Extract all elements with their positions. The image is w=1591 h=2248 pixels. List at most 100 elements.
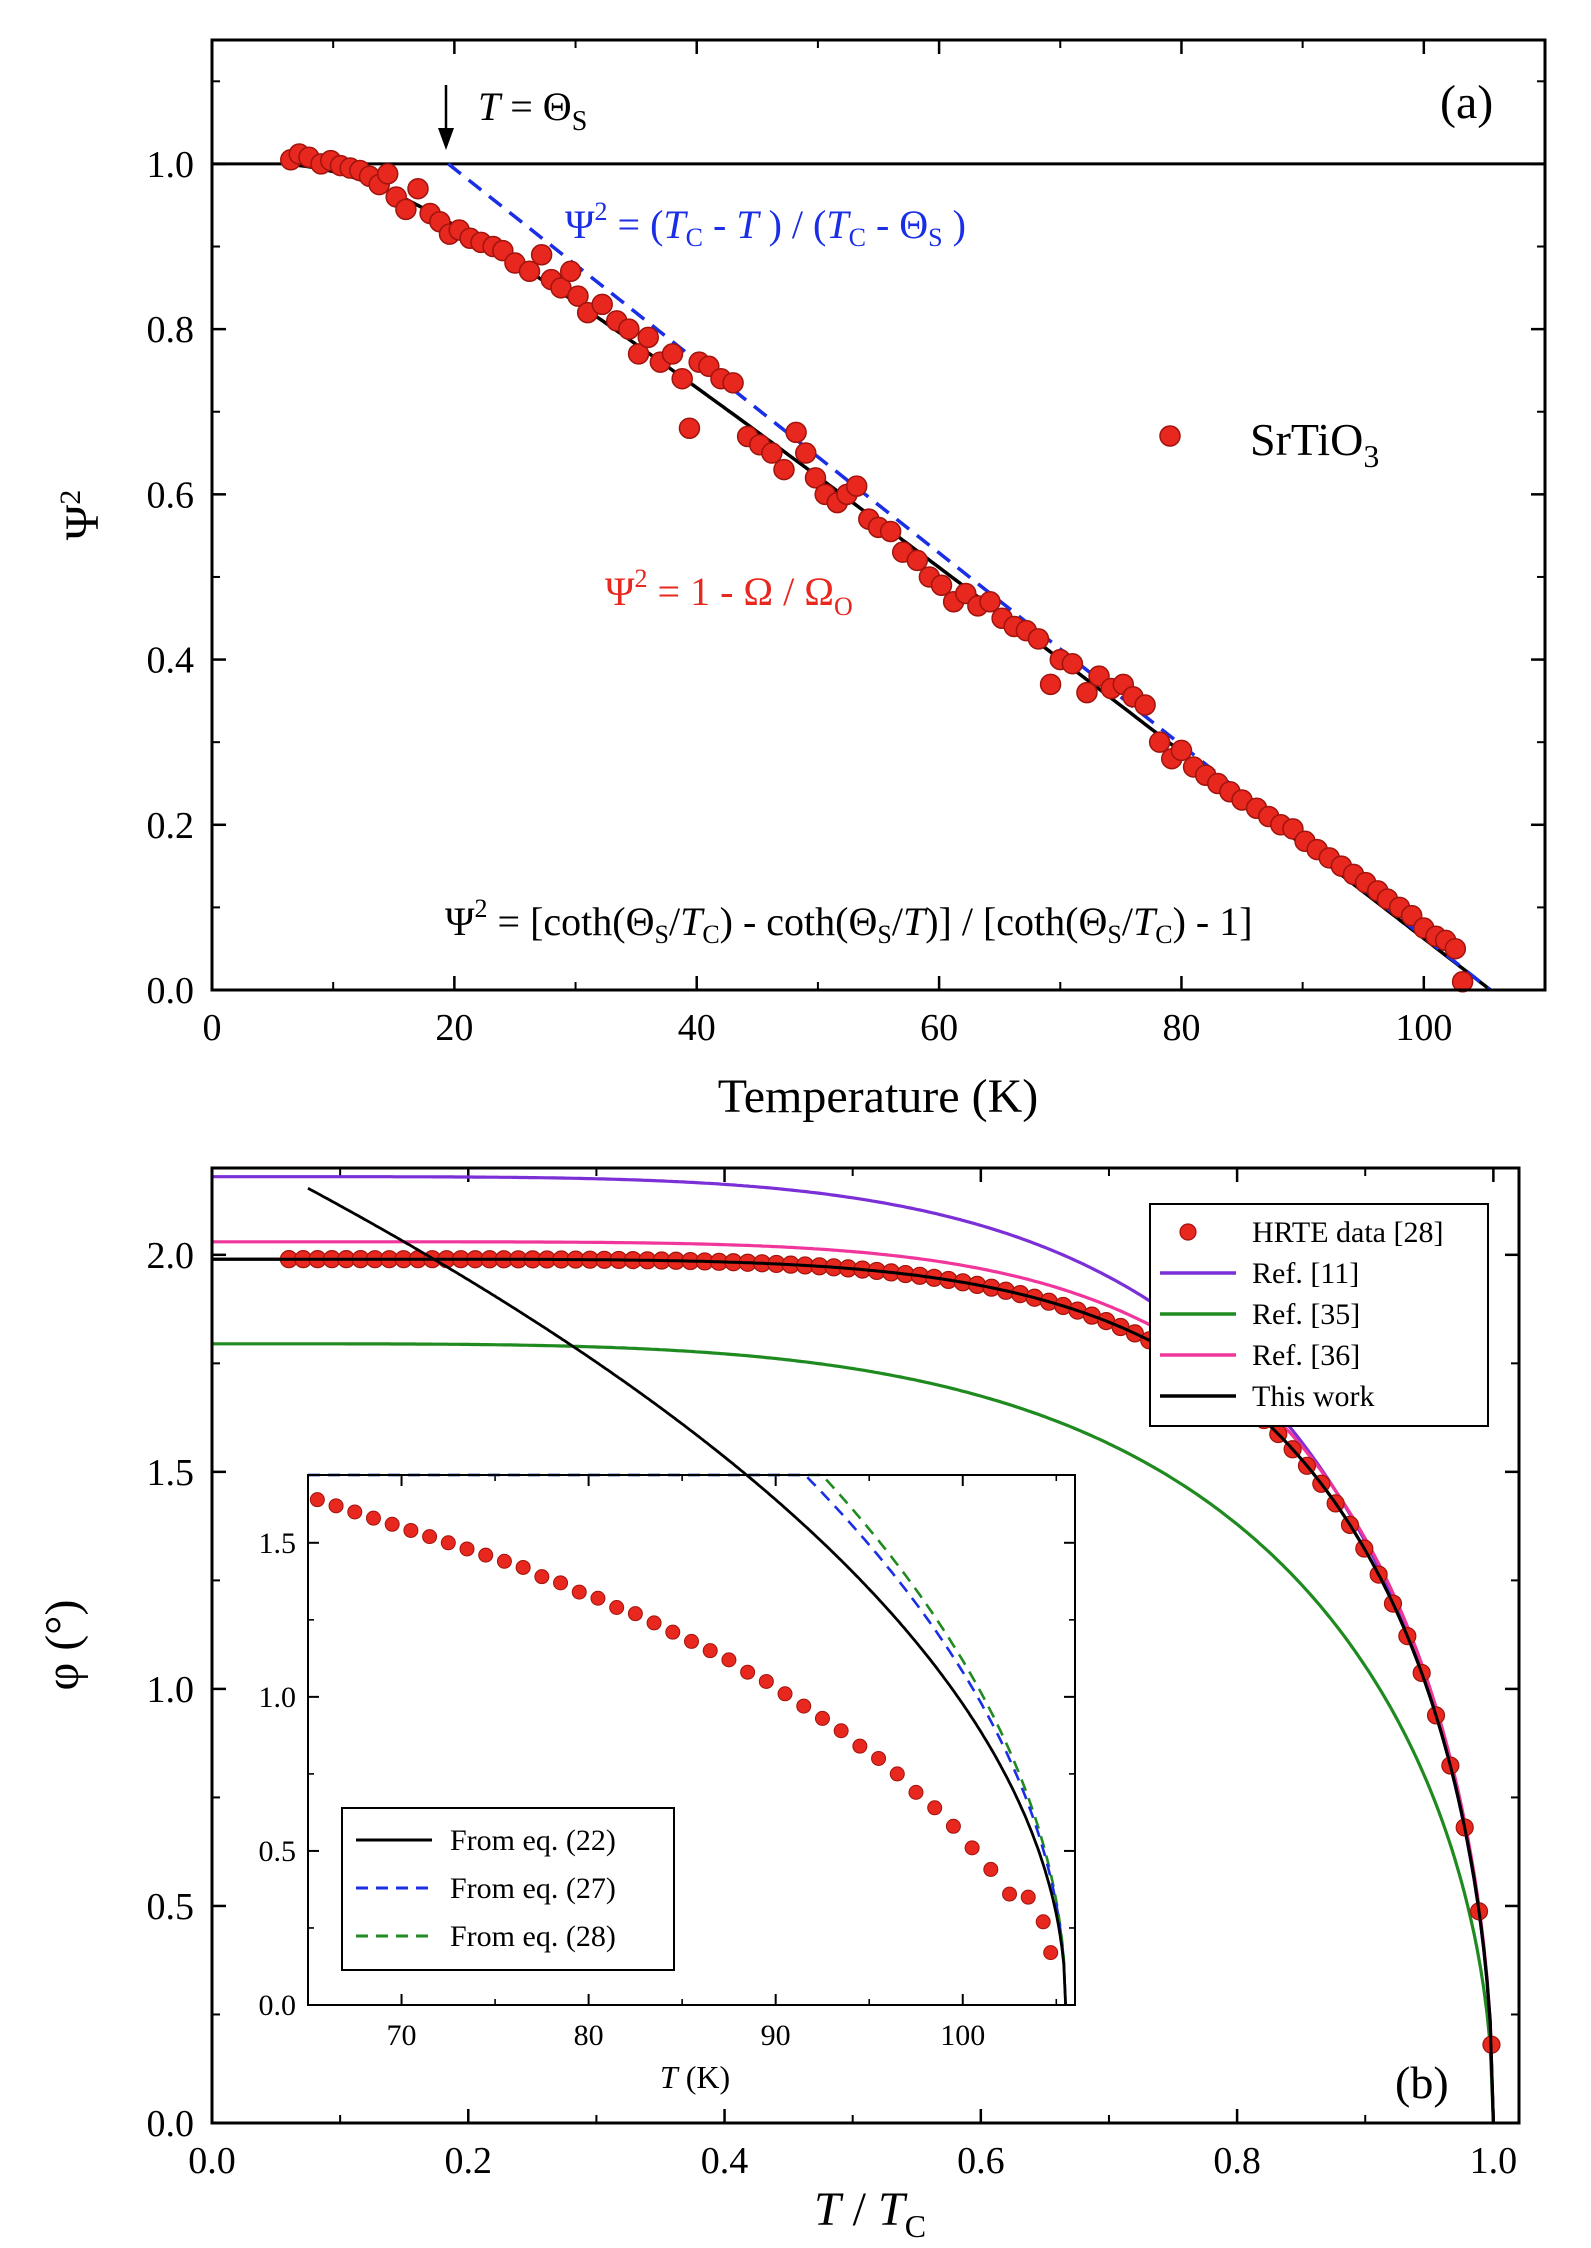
b-xtick-label: 0.8 — [1213, 2140, 1261, 2182]
a-data-point — [618, 318, 640, 340]
i-data-point — [721, 1652, 737, 1668]
panel-a-xlabel: Temperature (K) — [718, 1070, 1038, 1123]
panel-b-legend: HRTE data [28] Ref. [11] Ref. [35] Ref. [36… — [1160, 1216, 1443, 1413]
a-xtick-label: 20 — [435, 1007, 473, 1049]
coth-formula: Ψ2 = [coth(ΘS/TC) - coth(ΘS/T)] / [coth(… — [445, 894, 1253, 949]
i-data-point — [983, 1861, 999, 1877]
a-data-point — [591, 293, 613, 316]
panel-a-frame — [210, 38, 1547, 992]
i-legend-label: From eq. (27) — [450, 1872, 616, 1905]
i-data-point — [777, 1686, 793, 1702]
linear-formula: Ψ2 = (TC - T ) / (TC - ΘS ) — [565, 197, 966, 252]
b-xtick-label: 0.4 — [701, 2140, 749, 2182]
i-data-point — [459, 1541, 475, 1557]
i-data-point — [590, 1590, 606, 1606]
a-data-point — [1148, 731, 1171, 753]
i-data-point — [908, 1784, 924, 1800]
inset-data-points — [307, 1186, 1067, 2006]
a-xtick-label: 80 — [1162, 1007, 1200, 1049]
b-legend-label: This work — [1252, 1380, 1375, 1413]
a-ytick-label: 0.4 — [147, 640, 195, 682]
i-xtick-label: 90 — [761, 2019, 791, 2052]
i-data-point — [684, 1633, 699, 1649]
panel-a-ylabel: Ψ2 — [54, 490, 109, 540]
i-data-point — [927, 1800, 943, 1816]
inset-xlabel: T (K) — [660, 2059, 730, 2095]
i-data-point — [1020, 1889, 1036, 1905]
i-data-point — [365, 1510, 381, 1526]
a-data-point — [845, 475, 868, 497]
i-data-point — [758, 1673, 774, 1689]
i-ytick-label: 1.0 — [259, 1681, 297, 1714]
panel-a-tick-labels: 0 20 40 60 80 100 0.0 0.2 0.4 0.6 0.8 1.0 — [147, 144, 1453, 1049]
b-legend-label: HRTE data [28] — [1252, 1216, 1443, 1249]
a-ytick-label: 0.8 — [147, 309, 195, 351]
a-data-point — [879, 520, 902, 543]
i-ytick-label: 1.5 — [259, 1527, 297, 1560]
a-data-point — [671, 367, 693, 390]
legend-srtio3-marker — [1159, 425, 1181, 447]
i-data-point — [945, 1818, 961, 1834]
inset-frame — [307, 1474, 1076, 2006]
i-legend-label: From eq. (28) — [450, 1920, 616, 1953]
a-data-point — [1451, 970, 1474, 993]
b-legend-label: Ref. [35] — [1252, 1298, 1360, 1331]
i-data-point — [403, 1522, 419, 1538]
panel-b: 0.0 0.2 0.4 0.6 0.8 1.0 0.0 0.5 1.0 1.5 2.0 HRTE d… — [36, 1166, 1521, 2244]
i-ytick-label: 0.0 — [259, 1989, 297, 2022]
a-xtick-label: 100 — [1395, 1007, 1452, 1049]
i-curve-eq22 — [307, 1186, 1067, 2006]
i-data-point — [740, 1664, 756, 1680]
a-data-point — [678, 417, 701, 440]
a-data-point — [930, 574, 953, 596]
a-data-point — [979, 590, 1001, 613]
i-data-point — [627, 1606, 643, 1622]
a-data-point — [395, 198, 417, 221]
panel-a-data-points — [280, 143, 1474, 993]
a-data-point — [1170, 739, 1193, 762]
inset-tick-labels: 70 80 90 100 0.0 0.5 1.0 1.5 — [259, 1527, 986, 2052]
a-xtick-label: 0 — [203, 1007, 222, 1049]
b-ytick-label: 0.0 — [147, 2103, 195, 2145]
inset-legend: From eq. (22) From eq. (27) From eq. (28) — [356, 1824, 616, 1953]
panel-b-tick-labels: 0.0 0.2 0.4 0.6 0.8 1.0 0.0 0.5 1.0 1.5 2.0 — [147, 1235, 1518, 2182]
i-data-point — [871, 1750, 887, 1766]
i-data-point — [646, 1615, 662, 1631]
b-legend-label: Ref. [36] — [1252, 1339, 1360, 1372]
i-data-point — [534, 1569, 550, 1585]
b-xtick-label: 1.0 — [1470, 2140, 1518, 2182]
a-data-point — [376, 163, 399, 185]
panel-b-ylabel: φ (°) — [36, 1600, 89, 1691]
i-data-point — [571, 1584, 587, 1600]
panel-a-coth-curve — [286, 162, 1492, 992]
i-data-point — [609, 1600, 625, 1615]
i-data-point — [1002, 1886, 1018, 1902]
i-data-point — [1043, 1945, 1059, 1961]
b-ytick-label: 0.5 — [147, 1886, 195, 1928]
a-ytick-label: 0.6 — [147, 474, 195, 516]
b-ytick-label: 1.0 — [147, 1669, 195, 1711]
b-xtick-label: 0.0 — [188, 2140, 236, 2182]
panel-a-label: (a) — [1440, 76, 1493, 129]
a-data-point — [627, 343, 650, 365]
a-data-point — [795, 442, 817, 464]
a-data-point — [761, 442, 783, 464]
a-ytick-label: 1.0 — [147, 144, 195, 186]
i-data-point — [814, 1710, 830, 1726]
a-xtick-label: 60 — [920, 1007, 958, 1049]
a-data-point — [906, 549, 929, 572]
i-data-point — [478, 1547, 494, 1563]
panel-b-label: (b) — [1395, 2057, 1449, 2108]
i-xtick-label: 70 — [387, 2019, 417, 2052]
i-data-point — [889, 1766, 905, 1782]
i-legend-label: From eq. (22) — [450, 1824, 616, 1857]
b-curve-ref-35- — [212, 1342, 1495, 2124]
a-data-point — [567, 285, 589, 307]
a-data-point — [773, 458, 795, 481]
a-data-point — [661, 343, 684, 365]
a-data-point — [804, 467, 827, 489]
a-xtick-label: 40 — [678, 1007, 716, 1049]
a-data-point — [1027, 628, 1050, 650]
i-data-point — [796, 1698, 812, 1714]
b-legend-marker — [1179, 1223, 1197, 1241]
